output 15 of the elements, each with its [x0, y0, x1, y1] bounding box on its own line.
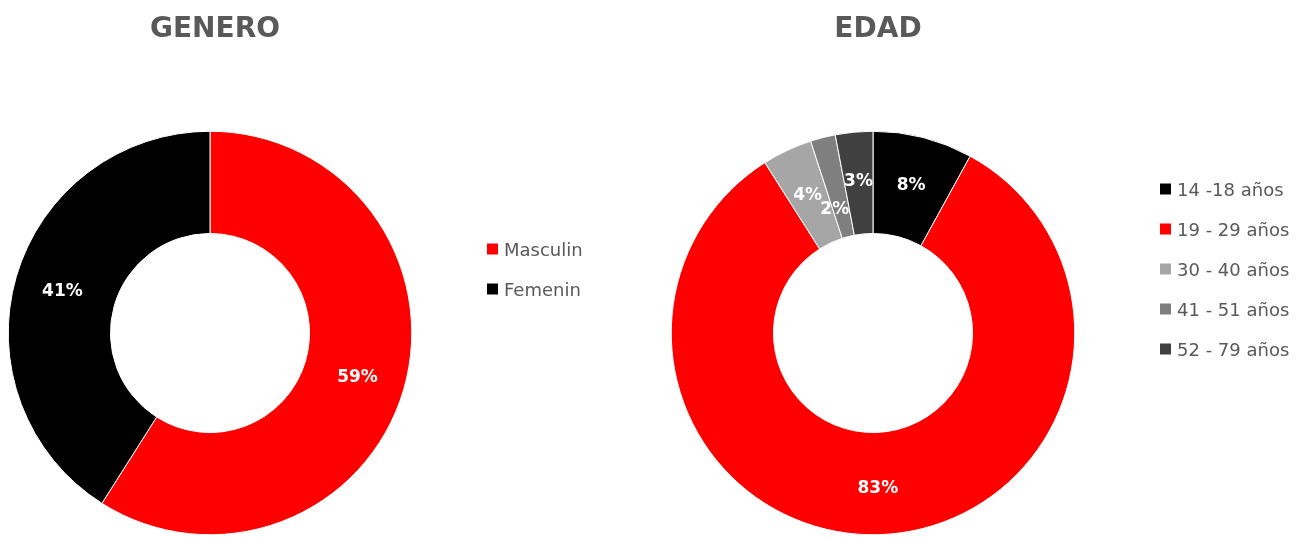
legend-label: 52 - 79 años [1177, 338, 1290, 360]
data-label: 59% [337, 365, 378, 386]
chart-title: EDAD [834, 10, 922, 44]
chart-title: GENERO [149, 10, 281, 44]
data-label: 83% [857, 476, 899, 497]
legend-label: Masculin [504, 238, 583, 260]
data-label: 41% [42, 280, 83, 301]
legend-label: 19 - 29 años [1177, 218, 1290, 240]
data-label: 3% [844, 170, 873, 191]
legend-label: Femenin [504, 278, 581, 300]
legend-label: 14 -18 años [1177, 178, 1284, 200]
legend-label: 41 - 51 años [1177, 298, 1290, 320]
data-label: 8% [896, 174, 926, 195]
legend-label: 30 - 40 años [1177, 258, 1290, 280]
data-label: 4% [793, 183, 823, 204]
